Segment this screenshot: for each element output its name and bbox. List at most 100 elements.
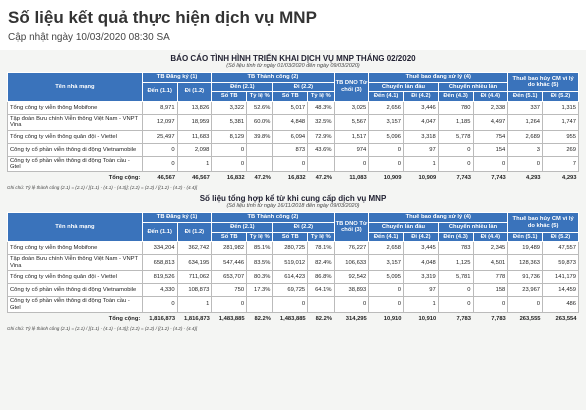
total-cell: 4,293 — [561, 175, 577, 182]
cell: 783 — [437, 241, 474, 256]
cell: 0 — [472, 296, 509, 313]
operator-name: Công ty cổ phần viễn thông di động Toàn … — [7, 296, 143, 313]
cell: 108,873 — [176, 283, 213, 298]
cell: 1,517 — [333, 129, 370, 144]
cell: 334,204 — [141, 241, 178, 256]
header: Số liệu kết quả thực hiện dịch vụ MNP Cậ… — [0, 0, 586, 50]
data-table: Tên nhà mạng TB Đăng ký (1) TB Thành công … — [7, 212, 579, 324]
cell: 2,656 — [368, 100, 404, 115]
table-body: Tổng công ty viễn thông Mobifone 8,971 13,… — [7, 100, 579, 184]
column-header: Đi (4.4) — [472, 91, 509, 102]
cell: 0 — [507, 155, 544, 173]
cell: 0 — [272, 296, 309, 313]
cell: 281,982 — [211, 241, 248, 256]
cell: 17.3% — [246, 283, 274, 298]
cell: 60.0% — [246, 113, 274, 131]
total-cell: 314,295 — [345, 315, 367, 322]
operator-name: Công ty cổ phần viễn thông di động Vietn… — [7, 142, 143, 157]
column-header: Thuê bao hủy CM vì lý do khác (5) — [507, 212, 579, 233]
cell: 778 — [472, 270, 509, 285]
cell: 18,959 — [176, 113, 213, 131]
cell: 92,542 — [333, 270, 370, 285]
table-section: Số liệu tổng hợp kể từ khi cung cấp dịch… — [7, 194, 579, 331]
total-label: Tổng cộng: — [108, 175, 141, 182]
content: BÁO CÁO TÌNH HÌNH TRIỂN KHAI DỊCH VỤ MNP… — [0, 54, 586, 331]
total-cell: 47.2% — [315, 175, 332, 182]
cell: 3,025 — [333, 100, 370, 115]
data-row: Công ty cổ phần viễn thông di động Vietn… — [7, 142, 579, 157]
cell: 25,497 — [141, 129, 178, 144]
cell: 873 — [272, 142, 309, 157]
column-header: TB Thành công (2) — [211, 212, 335, 224]
cell: 69,725 — [272, 283, 309, 298]
cell: 0 — [333, 155, 370, 173]
cell: 3,157 — [368, 113, 404, 131]
cell: 97 — [403, 283, 439, 298]
cell: 32.5% — [307, 113, 335, 131]
cell: 3 — [507, 142, 544, 157]
column-header: Thuê bao hủy CM vì lý do khác (5) — [507, 71, 579, 93]
total-cell: 16,832 — [226, 175, 245, 182]
cell: 13,826 — [176, 100, 213, 115]
table-body: Tổng công ty viễn thông Mobifone 334,204 3… — [7, 241, 579, 325]
cell: 11,683 — [176, 129, 213, 144]
cell: 0 — [368, 155, 404, 173]
column-header: Đi (4.2) — [403, 231, 439, 243]
cell: 750 — [211, 283, 248, 298]
cell: 4,501 — [472, 254, 509, 272]
total-label: Tổng cộng: — [108, 315, 141, 322]
cell: 1,747 — [542, 113, 579, 131]
cell: 519,012 — [272, 254, 309, 272]
cell: 6,094 — [272, 129, 309, 144]
data-row: Tập đoàn Bưu chính Viễn thông Việt Nam -… — [7, 113, 579, 131]
cell: 19,489 — [507, 241, 544, 256]
cell: 5,567 — [333, 113, 370, 131]
cell: 362,742 — [176, 241, 213, 256]
cell: 547,446 — [211, 254, 248, 272]
total-cell: 82.2% — [254, 315, 271, 322]
page-title: Số liệu kết quả thực hiện dịch vụ MNP — [8, 8, 317, 27]
cell — [246, 296, 274, 313]
column-header: Đi (1.2) — [176, 222, 213, 243]
cell: 711,062 — [176, 270, 213, 285]
cell: 0 — [333, 296, 370, 313]
table-head: Tên nhà mạng TB Đăng ký (1) TB Thành công … — [7, 212, 579, 243]
cell — [307, 155, 335, 173]
column-header: Đến (4.1) — [368, 231, 404, 243]
cell: 0 — [211, 296, 248, 313]
total-cell: 10,910 — [383, 315, 402, 322]
cell: 52.6% — [246, 100, 274, 115]
data-row: Tổng công ty viễn thông quân đội - Viett… — [7, 129, 579, 144]
column-header: Đến (4.3) — [437, 91, 474, 102]
cell: 955 — [542, 129, 579, 144]
column-header: Tỷ lệ % — [246, 91, 274, 102]
total-cell: 10,909 — [383, 175, 402, 182]
table-subtitle: (Số liệu tính từ ngày 16/11/2018 đến ngà… — [226, 203, 360, 210]
cell: 1 — [176, 155, 213, 173]
total-cell: 263,555 — [519, 315, 541, 322]
cell: 23,967 — [507, 283, 544, 298]
total-cell: 1,483,885 — [279, 315, 306, 322]
table-head: Tên nhà mạng TB Đăng ký (1) TB Thành công … — [7, 71, 579, 102]
cell: 3,322 — [211, 100, 248, 115]
operator-name: Tổng công ty viễn thông quân đội - Viett… — [7, 129, 143, 144]
cell: 780 — [437, 100, 474, 115]
cell: 4,048 — [403, 254, 439, 272]
data-row: Công ty cổ phần viễn thông di động Vietn… — [7, 283, 579, 298]
cell — [307, 296, 335, 313]
cell: 5,096 — [368, 129, 404, 144]
cell — [246, 142, 274, 157]
cell: 0 — [472, 155, 509, 173]
cell: 653,707 — [211, 270, 248, 285]
header-row: Tên nhà mạng TB Đăng ký (1) TB Thành công … — [7, 212, 579, 243]
column-header: Số TB — [211, 231, 248, 243]
cell: 97 — [403, 142, 439, 157]
cell: 0 — [437, 155, 474, 173]
cell: 0 — [141, 155, 178, 173]
cell: 0 — [141, 296, 178, 313]
column-header: Tên nhà mạng — [7, 72, 143, 102]
column-header: Đến (5.1) — [507, 231, 544, 243]
total-cell: 4,293 — [526, 175, 541, 182]
table-title: Số liệu tổng hợp kể từ khi cung cấp dịch… — [199, 194, 387, 204]
